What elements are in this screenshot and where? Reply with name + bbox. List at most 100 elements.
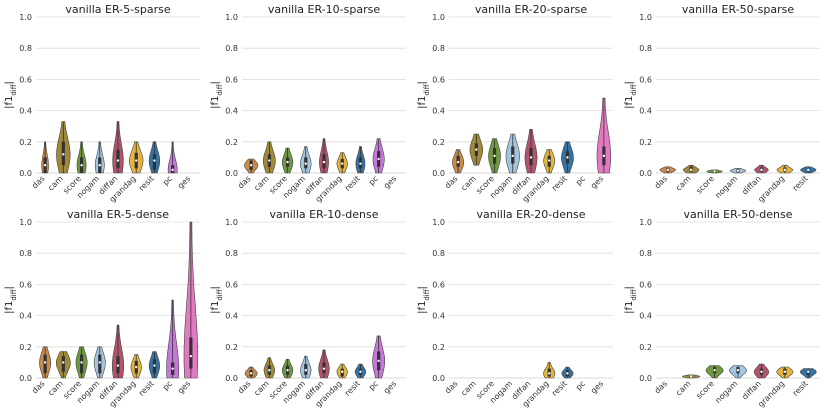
y-tick-label: 0.8 — [19, 44, 32, 53]
median-cam — [268, 369, 271, 372]
x-tick-label: ges — [382, 174, 398, 190]
median-resit — [807, 168, 810, 172]
median-nogam — [736, 169, 740, 172]
median-grandag — [135, 159, 138, 162]
y-tick-label: 0.0 — [432, 169, 445, 178]
median-diffan — [116, 364, 120, 367]
median-resit — [566, 156, 569, 159]
iqr-score — [79, 354, 84, 374]
x-tick-label: pc — [367, 174, 380, 187]
y-tick-label: 0.4 — [432, 107, 445, 116]
median-das — [249, 164, 253, 167]
y-tick-label: 0.4 — [639, 107, 652, 116]
median-cam — [689, 168, 693, 172]
y-tick-label: 0.6 — [19, 280, 32, 289]
y-tick-label: 0.8 — [639, 249, 652, 258]
x-tick-label: pc — [574, 379, 587, 392]
median-cam — [689, 375, 693, 378]
y-tick-label: 1.0 — [19, 218, 32, 227]
median-nogam — [98, 164, 101, 167]
y-tick-label: 1.0 — [432, 218, 445, 227]
median-score — [713, 170, 716, 173]
y-tick-label: 0.4 — [225, 312, 238, 321]
median-diffan — [322, 160, 326, 164]
x-tick-label: resit — [550, 174, 569, 193]
y-tick-label: 0.4 — [225, 107, 238, 116]
x-tick-label: das — [236, 174, 252, 190]
y-tick-label: 0.6 — [19, 75, 32, 84]
y-tick-label: 0.6 — [639, 75, 652, 84]
x-tick-label: das — [30, 174, 46, 190]
iqr-nogam — [98, 354, 102, 374]
x-tick-label: ges — [382, 379, 398, 395]
x-tick-label: ges — [589, 379, 605, 395]
y-axis-label: |f1diff| — [417, 81, 431, 109]
x-tick-label: nogam — [713, 379, 739, 405]
x-tick-label: resit — [791, 379, 810, 398]
median-pc — [377, 157, 380, 161]
median-nogam — [304, 162, 307, 165]
median-resit — [807, 370, 810, 373]
y-tick-label: 1.0 — [639, 218, 652, 227]
y-tick-label: 0.2 — [19, 343, 32, 352]
median-grandag — [548, 159, 551, 162]
y-tick-label: 0.6 — [225, 280, 238, 289]
x-tick-label: cam — [674, 174, 693, 193]
subplot-1: 0.0 0.2 0.4 0.6 0.8 1.0 vanilla ER-5-sparse |f1… — [4, 3, 200, 204]
median-nogam — [736, 369, 740, 372]
x-tick-label: das — [653, 379, 669, 395]
y-tick-label: 0.8 — [432, 249, 445, 258]
median-score — [80, 361, 83, 364]
y-axis-label: |f1diff| — [4, 286, 18, 314]
y-tick-label: 0.0 — [639, 374, 652, 383]
y-tick-label: 0.6 — [432, 280, 445, 289]
median-diffan — [529, 156, 533, 159]
x-tick-label: das — [30, 379, 46, 395]
x-tick-label: ges — [176, 174, 192, 190]
y-axis-label: |f1diff| — [624, 286, 638, 314]
y-tick-label: 0.0 — [225, 169, 238, 178]
x-tick-label: das — [443, 379, 459, 395]
median-resit — [153, 364, 156, 367]
median-cam — [268, 159, 271, 162]
median-score — [286, 369, 289, 372]
median-resit — [359, 162, 362, 165]
median-pc — [171, 168, 174, 172]
median-score — [493, 154, 496, 158]
x-tick-label: das — [443, 174, 459, 190]
subplot-8: 0.0 0.2 0.4 0.6 0.8 1.0 vanilla ER-50-dense |f1… — [624, 208, 820, 409]
subplot-title: vanilla ER-10-dense — [270, 208, 379, 221]
x-tick-label: cam — [674, 379, 693, 398]
median-das — [456, 160, 460, 164]
y-tick-label: 0.4 — [432, 312, 445, 321]
y-tick-label: 0.2 — [432, 138, 445, 147]
x-tick-label: das — [653, 174, 669, 190]
y-tick-label: 0.2 — [225, 343, 238, 352]
y-tick-label: 0.2 — [639, 343, 652, 352]
median-cam — [62, 153, 65, 156]
median-diffan — [760, 168, 763, 172]
iqr-ges — [189, 337, 193, 369]
y-tick-label: 0.0 — [19, 169, 32, 178]
subplot-title: vanilla ER-20-dense — [477, 208, 586, 221]
y-tick-label: 0.2 — [19, 138, 32, 147]
iqr-cam — [61, 356, 65, 372]
y-tick-label: 0.8 — [19, 249, 32, 258]
y-tick-label: 1.0 — [225, 13, 238, 22]
x-tick-label: resit — [791, 174, 810, 193]
y-tick-label: 0.2 — [225, 138, 238, 147]
median-grandag — [341, 370, 344, 373]
median-resit — [153, 159, 156, 162]
median-nogam — [304, 369, 307, 372]
y-tick-label: 0.4 — [19, 312, 32, 321]
x-tick-label: score — [694, 174, 716, 196]
subplot-title: vanilla ER-50-dense — [684, 208, 793, 221]
y-tick-label: 0.6 — [639, 280, 652, 289]
iqr-resit — [152, 154, 157, 170]
y-tick-label: 0.8 — [225, 44, 238, 53]
median-das — [43, 164, 47, 167]
y-tick-label: 1.0 — [225, 218, 238, 227]
x-tick-label: das — [236, 379, 252, 395]
y-axis-label: |f1diff| — [624, 81, 638, 109]
